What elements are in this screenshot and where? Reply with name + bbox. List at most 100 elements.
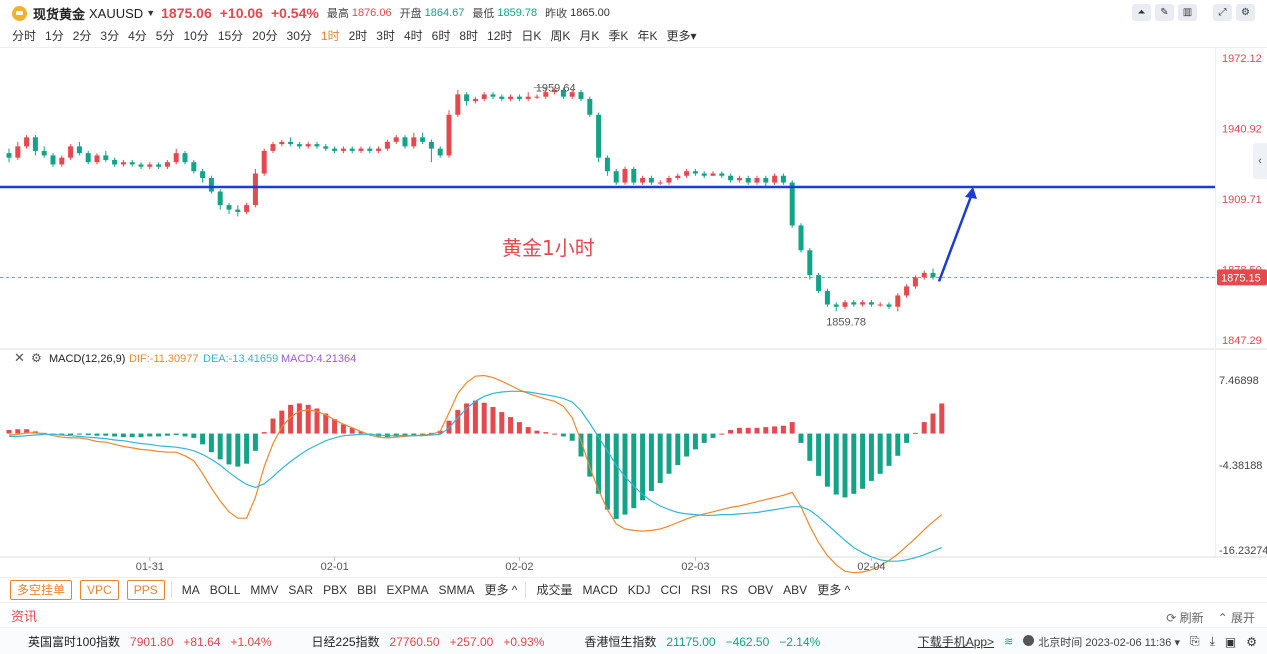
macd-bar — [657, 433, 663, 484]
period-tab[interactable]: 4分 — [128, 29, 147, 43]
period-tab[interactable]: 12时 — [487, 29, 513, 43]
macd-bar — [895, 433, 901, 456]
sub-indicator-tab[interactable]: RSI — [691, 582, 712, 597]
settings-gear-icon[interactable]: ⚙ — [1246, 634, 1257, 649]
symbol-code[interactable]: XAUUSD — [89, 5, 144, 21]
sub-indicator-tab[interactable]: KDJ — [627, 582, 651, 597]
period-tab[interactable]: 更多▾ — [666, 29, 697, 43]
period-tab[interactable]: 1时 — [320, 29, 340, 43]
macd-bar — [358, 431, 364, 434]
macd-bar — [552, 433, 558, 435]
main-indicator-tab[interactable]: EXPMA — [386, 582, 429, 597]
candle-body — [244, 205, 250, 212]
period-tab[interactable]: 月K — [579, 29, 600, 43]
clock-time: 北京时间 2023-02-06 11:36 — [1038, 636, 1172, 649]
macd-bar — [68, 433, 74, 436]
period-tab[interactable]: 4时 — [403, 29, 423, 43]
period-tab[interactable]: 2分 — [72, 29, 92, 43]
main-indicator-tab[interactable]: BBI — [357, 582, 377, 597]
period-tab[interactable]: 季K — [608, 29, 629, 43]
main-indicator-tab[interactable]: 更多 ^ — [484, 583, 518, 597]
ticker-index-pct: +0.93% — [503, 634, 545, 649]
candle-body — [217, 191, 223, 206]
ticker-index-change: −462.50 — [725, 634, 770, 649]
macd-bar — [296, 403, 302, 434]
overlay-button[interactable]: 多空挂单 — [10, 579, 73, 600]
attachment-icon[interactable]: ⎘ — [1189, 634, 1200, 648]
macd-bar — [516, 422, 522, 434]
settings-icon[interactable]: ⚙ — [1236, 4, 1255, 21]
main-indicator-tab[interactable]: MMV — [250, 582, 279, 597]
sub-indicator-tab[interactable]: MACD — [582, 582, 618, 597]
download-app-link[interactable]: 下载手机App> — [917, 635, 995, 649]
period-tab[interactable]: 年K — [637, 29, 658, 43]
main-indicator-tab[interactable]: MA — [181, 582, 200, 597]
fullscreen-icon[interactable]: ⤢ — [1213, 4, 1232, 21]
macd-tick: 7.46898 — [1219, 375, 1259, 387]
period-tab[interactable]: 20分 — [252, 29, 278, 43]
sub-indicator-tab[interactable]: OBV — [747, 582, 774, 597]
main-indicator-tab[interactable]: PBX — [323, 582, 348, 597]
sub-indicator-tab[interactable]: RS — [721, 582, 738, 597]
draw-icon[interactable]: ✎ — [1155, 4, 1174, 21]
candle-body — [675, 175, 681, 179]
indicator-icon[interactable]: ▥ — [1178, 4, 1197, 21]
sub-indicator-tab[interactable]: 更多 ^ — [817, 583, 851, 597]
gold-coin-icon — [12, 5, 27, 21]
period-tab[interactable]: 10分 — [183, 29, 209, 43]
period-tab[interactable]: 1分 — [45, 29, 64, 43]
period-tab[interactable]: 日K — [521, 29, 542, 43]
expand-button[interactable]: ⌃ 展开 — [1217, 611, 1255, 625]
refresh-button[interactable]: ⟳ 刷新 — [1166, 611, 1204, 625]
period-tab[interactable]: 周K — [550, 29, 571, 43]
period-tab[interactable]: 15分 — [217, 29, 244, 43]
chevron-down-icon[interactable]: ▼ — [146, 8, 156, 18]
period-tab[interactable]: 分时 — [12, 29, 37, 43]
chart-canvas[interactable]: 1972.121940.921909.711878.501847.29黄金1小时… — [0, 47, 1267, 577]
period-tab[interactable]: 3时 — [376, 29, 395, 43]
candle-body — [860, 302, 866, 305]
macd-bar — [24, 429, 30, 434]
macd-bar — [666, 433, 672, 474]
download-icon[interactable]: ⤓ — [1209, 634, 1215, 648]
clock[interactable]: 北京时间 2023-02-06 11:36 ▾ — [1023, 634, 1180, 650]
macd-bar — [798, 433, 804, 443]
overlay-button[interactable]: PPS — [126, 579, 165, 600]
sub-indicator-tab[interactable]: ABV — [783, 582, 808, 597]
news-bar: 资讯 ⟳ 刷新 ⌃ 展开 — [0, 602, 1267, 628]
main-indicator-tab[interactable]: SAR — [288, 582, 314, 597]
sub-indicator-tab[interactable]: 成交量 — [536, 583, 573, 597]
period-tab[interactable]: 3分 — [100, 29, 120, 43]
period-tab[interactable]: 5分 — [155, 29, 175, 43]
clock-icon — [1023, 634, 1035, 646]
ticker-index-name[interactable]: 香港恒生指数 — [584, 635, 657, 649]
ticker-index-name[interactable]: 日经225指数 — [311, 635, 380, 649]
chart-type-icon[interactable]: ⏶ — [1132, 4, 1151, 21]
candle-body — [587, 98, 593, 115]
macd-bar — [789, 422, 795, 434]
candle-body — [428, 141, 434, 149]
period-tab[interactable]: 30分 — [286, 29, 312, 43]
screenshot-icon[interactable]: ▣ — [1224, 634, 1237, 649]
main-indicator-tab[interactable]: SMMA — [438, 582, 475, 597]
macd-bar — [261, 432, 267, 434]
candle-body — [816, 275, 822, 291]
period-tab[interactable]: 6时 — [431, 29, 451, 43]
ticker-index-name[interactable]: 英国富时100指数 — [28, 635, 121, 649]
sub-indicator-tab[interactable]: CCI — [660, 582, 682, 597]
main-indicator-tab[interactable]: BOLL — [209, 582, 241, 597]
side-panel-toggle[interactable]: ‹ — [1253, 143, 1267, 179]
overlay-button[interactable]: VPC — [80, 579, 119, 600]
macd-bar — [587, 433, 593, 477]
macd-bar — [94, 433, 100, 436]
macd-bar — [323, 413, 329, 434]
ticker-index-pct: −2.14% — [779, 634, 821, 649]
news-label[interactable]: 资讯 — [11, 608, 38, 624]
period-tab[interactable]: 8时 — [459, 29, 479, 43]
period-tab[interactable]: 2时 — [348, 29, 368, 43]
macd-bar — [596, 433, 602, 494]
candle-body — [402, 137, 408, 147]
candle-body — [930, 272, 936, 278]
macd-bar — [226, 433, 232, 465]
